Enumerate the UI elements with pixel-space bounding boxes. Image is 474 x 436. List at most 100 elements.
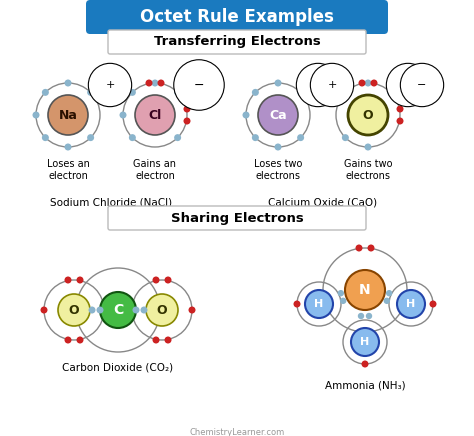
Text: Loses an
electron: Loses an electron <box>46 159 90 181</box>
Circle shape <box>42 134 49 141</box>
Circle shape <box>100 292 136 328</box>
Text: H: H <box>360 337 370 347</box>
Text: Carbon Dioxide (CO₂): Carbon Dioxide (CO₂) <box>63 362 173 372</box>
Circle shape <box>174 89 181 96</box>
Circle shape <box>76 337 83 344</box>
Text: N: N <box>359 283 371 297</box>
Circle shape <box>397 290 425 318</box>
Circle shape <box>64 79 72 86</box>
Circle shape <box>87 134 94 141</box>
Circle shape <box>252 89 259 96</box>
Circle shape <box>89 307 95 313</box>
Circle shape <box>348 95 388 135</box>
Circle shape <box>371 79 377 86</box>
Circle shape <box>362 361 368 368</box>
Circle shape <box>33 112 39 119</box>
Circle shape <box>365 143 372 150</box>
Circle shape <box>258 95 298 135</box>
Circle shape <box>153 337 159 344</box>
Circle shape <box>146 294 178 326</box>
FancyBboxPatch shape <box>108 206 366 230</box>
Circle shape <box>40 307 47 313</box>
Circle shape <box>305 290 333 318</box>
Text: Ca: Ca <box>269 109 287 122</box>
Circle shape <box>189 307 195 313</box>
Circle shape <box>345 270 385 310</box>
Text: Na: Na <box>59 109 77 122</box>
Circle shape <box>297 134 304 141</box>
Circle shape <box>183 106 191 112</box>
Text: Cl: Cl <box>148 109 162 122</box>
Circle shape <box>133 307 139 313</box>
Text: Gains two
electrons: Gains two electrons <box>344 159 392 181</box>
Circle shape <box>337 290 344 296</box>
Circle shape <box>97 307 103 313</box>
Circle shape <box>387 89 394 96</box>
Circle shape <box>119 112 127 119</box>
Text: H: H <box>406 299 416 309</box>
Circle shape <box>64 276 72 283</box>
Circle shape <box>152 79 158 86</box>
Circle shape <box>358 79 365 86</box>
Circle shape <box>140 307 147 313</box>
Text: Loses two
electrons: Loses two electrons <box>254 159 302 181</box>
Circle shape <box>351 328 379 356</box>
Text: Octet Rule Examples: Octet Rule Examples <box>140 8 334 26</box>
Circle shape <box>365 79 372 86</box>
Circle shape <box>64 143 72 150</box>
Text: Calcium Oxide (CaO): Calcium Oxide (CaO) <box>268 197 378 207</box>
Circle shape <box>366 313 372 319</box>
Text: O: O <box>363 109 374 122</box>
Circle shape <box>274 143 282 150</box>
Circle shape <box>153 276 159 283</box>
Circle shape <box>157 79 164 86</box>
Circle shape <box>252 134 259 141</box>
FancyBboxPatch shape <box>108 30 366 54</box>
Circle shape <box>367 245 374 252</box>
Circle shape <box>396 117 403 125</box>
Text: Sharing Electrons: Sharing Electrons <box>171 211 303 225</box>
Circle shape <box>129 134 136 141</box>
Text: O: O <box>157 303 167 317</box>
Circle shape <box>356 245 363 252</box>
Text: C: C <box>113 303 123 317</box>
Text: Transferring Electrons: Transferring Electrons <box>154 35 320 48</box>
Text: Sodium Chloride (NaCl): Sodium Chloride (NaCl) <box>50 197 172 207</box>
Circle shape <box>135 95 175 135</box>
Text: O: O <box>69 303 79 317</box>
Circle shape <box>429 300 437 307</box>
Text: −: − <box>403 80 413 90</box>
Circle shape <box>340 298 346 304</box>
Circle shape <box>58 294 90 326</box>
Text: +: + <box>328 80 337 90</box>
Text: ChemistryLearner.com: ChemistryLearner.com <box>190 428 284 436</box>
Text: Gains an
electron: Gains an electron <box>134 159 176 181</box>
Circle shape <box>383 298 390 304</box>
Circle shape <box>396 106 403 112</box>
Circle shape <box>297 89 304 96</box>
Text: −: − <box>194 78 204 92</box>
Circle shape <box>146 79 153 86</box>
Circle shape <box>42 89 49 96</box>
Circle shape <box>386 290 392 296</box>
Circle shape <box>64 337 72 344</box>
Circle shape <box>183 117 191 125</box>
Text: +: + <box>313 80 323 90</box>
Text: −: − <box>417 80 427 90</box>
Circle shape <box>76 276 83 283</box>
Circle shape <box>87 89 94 96</box>
Circle shape <box>274 79 282 86</box>
Circle shape <box>337 95 344 102</box>
FancyBboxPatch shape <box>86 0 388 34</box>
Circle shape <box>342 134 349 141</box>
Circle shape <box>243 112 249 119</box>
Circle shape <box>164 337 172 344</box>
Circle shape <box>358 313 364 319</box>
Circle shape <box>164 276 172 283</box>
Circle shape <box>174 134 181 141</box>
Circle shape <box>293 300 301 307</box>
Circle shape <box>129 89 136 96</box>
Text: H: H <box>314 299 324 309</box>
Text: +: + <box>105 80 115 90</box>
Circle shape <box>48 95 88 135</box>
